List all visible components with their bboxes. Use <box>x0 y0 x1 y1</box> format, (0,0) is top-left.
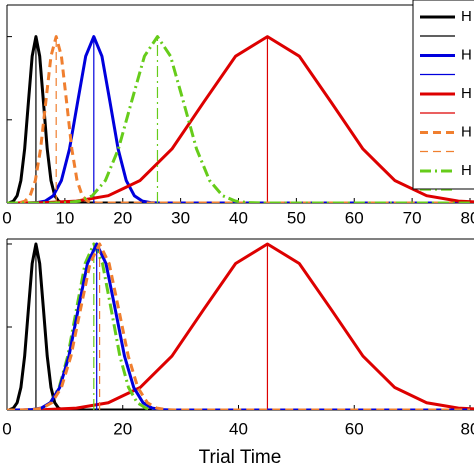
x-tick-label: 0 <box>2 419 11 438</box>
curve <box>7 242 471 410</box>
x-tick-label: 0 <box>2 208 11 227</box>
x-axis-label: Trial Time <box>199 447 282 468</box>
legend-label: H <box>461 123 472 140</box>
curve <box>9 242 471 410</box>
x-tick-label: 10 <box>55 208 74 227</box>
curve <box>12 35 474 203</box>
x-tick-label: 60 <box>345 208 364 227</box>
x-tick-label: 70 <box>403 208 422 227</box>
curve <box>12 242 474 410</box>
legend-label: H <box>461 162 472 179</box>
x-tick-label: 60 <box>345 419 364 438</box>
legend-label: H <box>461 46 472 63</box>
x-tick-label: 50 <box>287 208 306 227</box>
x-tick-label: 80 <box>461 419 474 438</box>
curve <box>7 35 471 203</box>
curve <box>7 35 471 203</box>
plot-area <box>7 242 474 410</box>
curve <box>7 242 471 410</box>
x-tick-label: 40 <box>229 208 248 227</box>
curve <box>9 35 471 203</box>
x-tick-label: 80 <box>461 208 474 227</box>
x-tick-label: 20 <box>113 419 132 438</box>
x-tick-label: 30 <box>171 208 190 227</box>
plot-area <box>7 35 474 203</box>
curve <box>7 242 471 410</box>
x-tick-label: 40 <box>229 419 248 438</box>
legend-label: H <box>461 8 472 25</box>
x-tick-label: 20 <box>113 208 132 227</box>
legend-label: H <box>461 85 472 102</box>
